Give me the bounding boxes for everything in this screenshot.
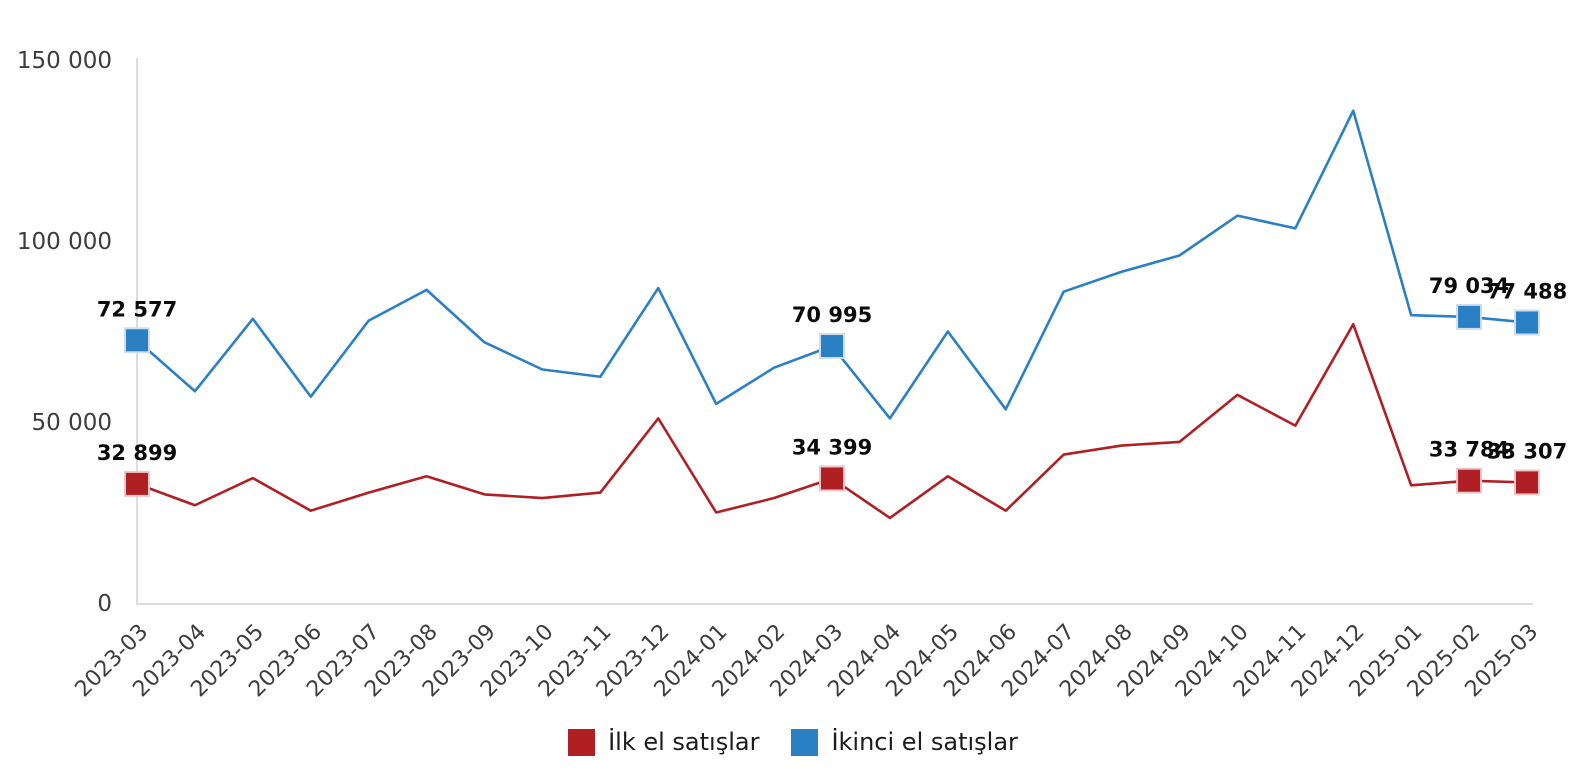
legend-item-ilk-el: İlk el satışlar [568,728,759,756]
marker-ikinci-el-2023-03 [124,327,150,354]
marker-ikinci-el-2025-02 [1456,303,1483,330]
marker-ilk-el-2024-03 [819,465,845,492]
y-tick-label-100000: 100 000 [17,229,112,255]
legend: İlk el satışlar İkinci el satışlar [0,714,1586,770]
marker-ilk-el-2023-03 [124,470,150,497]
data-label-ilk-el-2025-02: 33 784 [1429,438,1509,462]
y-tick-label-50000: 50 000 [32,410,112,436]
y-tick-label-150000: 150 000 [17,48,112,74]
marker-ilk-el-2025-03 [1514,469,1540,496]
marker-ikinci-el-2024-03 [819,332,845,359]
marker-ikinci-el-2025-03 [1514,309,1540,336]
legend-swatch-ikinci-el-icon [791,728,819,756]
data-label-ikinci-el-2025-02: 79 034 [1429,274,1509,298]
legend-label-ilk-el: İlk el satışlar [608,728,760,756]
legend-swatch-ilk-el-icon [568,728,596,756]
data-label-ilk-el-2024-03: 34 399 [792,435,872,459]
legend-item-ikinci-el: İkinci el satışlar [791,728,1018,756]
data-label-ikinci-el-2024-03: 70 995 [792,303,872,327]
data-label-ilk-el-2023-03: 32 899 [97,441,177,465]
data-label-ilk-el-2025-03: 33 307 [1487,439,1567,463]
data-label-ikinci-el-2023-03: 72 577 [97,297,177,321]
y-tick-label-0: 0 [97,591,112,617]
legend-label-ikinci-el: İkinci el satışlar [831,728,1018,756]
marker-ilk-el-2025-02 [1456,467,1483,494]
series-line-ikinci-el [135,109,1529,420]
data-label-ikinci-el-2025-03: 77 488 [1487,279,1567,303]
